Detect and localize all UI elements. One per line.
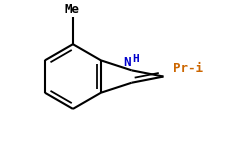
Text: Me: Me [64,3,79,16]
Text: N: N [123,56,131,69]
Text: H: H [133,54,139,63]
Text: Pr-i: Pr-i [173,62,203,75]
